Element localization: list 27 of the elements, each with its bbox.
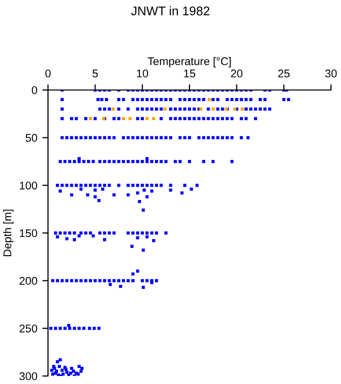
x-tick-label: 10 — [137, 70, 148, 78]
x-axis-title: Temperature [°C] — [148, 57, 231, 68]
chart-title: JNWT in 1982 — [131, 6, 210, 16]
point — [122, 117, 126, 120]
x-tick-label: 5 — [92, 70, 98, 78]
point — [240, 108, 244, 111]
y-tick-label: 250 — [20, 324, 38, 332]
x-tick-label: 25 — [278, 70, 290, 78]
y-tick-label: 300 — [19, 372, 38, 380]
x-tick-label: 0 — [45, 70, 51, 78]
point — [208, 98, 211, 102]
point — [112, 108, 115, 111]
y-tick-label: 0 — [32, 86, 38, 94]
point — [128, 117, 132, 120]
x-tick-label: 30 — [325, 70, 337, 78]
x-tick-label: 20 — [231, 70, 242, 78]
point — [88, 117, 92, 120]
point — [212, 108, 215, 111]
y-tick-label: 150 — [20, 229, 38, 238]
y-tick-label: 50 — [26, 134, 38, 142]
x-tick-label: 15 — [184, 70, 196, 78]
y-tick-label: 100 — [20, 182, 38, 190]
point — [163, 108, 167, 111]
point — [145, 117, 149, 120]
point — [152, 117, 156, 120]
y-tick-label: 200 — [20, 276, 38, 285]
y-axis-title: Depth [m] — [3, 210, 14, 256]
